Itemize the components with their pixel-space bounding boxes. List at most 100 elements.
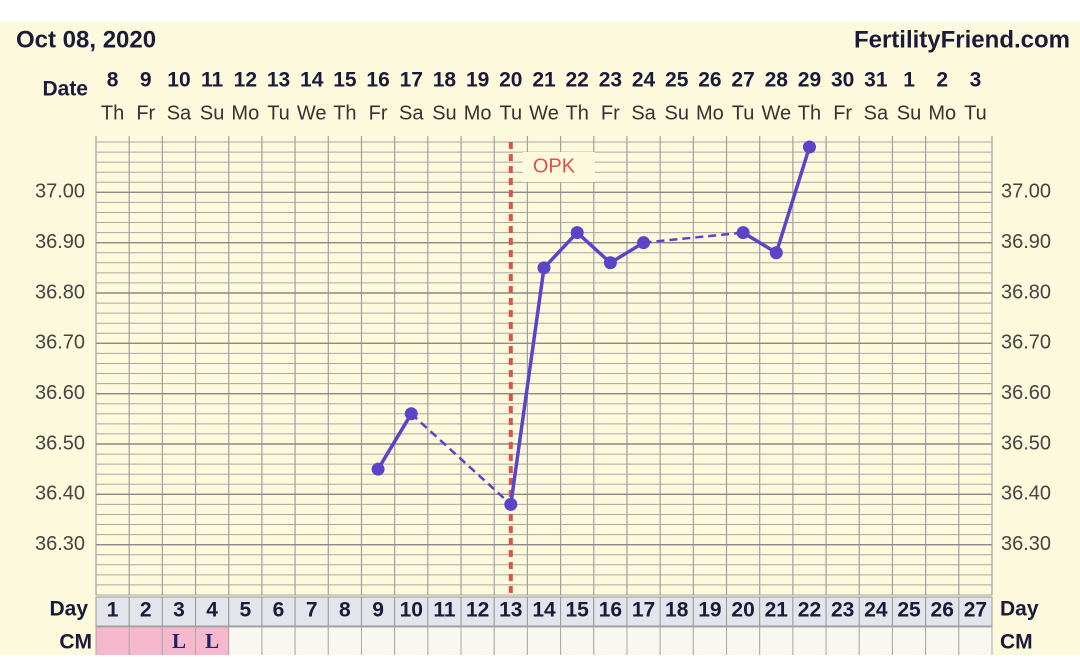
date-label: 20 bbox=[499, 69, 522, 92]
weekday-label: Tu bbox=[732, 102, 755, 124]
day-number: 17 bbox=[632, 599, 655, 622]
weekday-label: Mo bbox=[464, 102, 492, 124]
y-tick-label-right: 36.90 bbox=[1001, 231, 1051, 253]
day-number: 18 bbox=[665, 599, 689, 622]
date-label: 10 bbox=[167, 69, 190, 92]
day-cell bbox=[394, 596, 429, 627]
cm-cell bbox=[858, 626, 893, 658]
date-label: 23 bbox=[599, 69, 622, 92]
date-label: 24 bbox=[632, 69, 656, 92]
chart-title: Oct 08, 2020 bbox=[16, 26, 156, 53]
weekday-label: Sa bbox=[864, 102, 889, 124]
temperature-gap-line bbox=[643, 231, 744, 244]
weekday-label: Th bbox=[566, 102, 589, 124]
cm-cell bbox=[460, 626, 495, 658]
day-cell bbox=[327, 596, 362, 627]
day-number: 10 bbox=[400, 599, 423, 622]
day-number: 16 bbox=[599, 599, 622, 622]
date-label: 16 bbox=[366, 69, 389, 92]
y-tick-label: 37.00 bbox=[35, 181, 85, 203]
day-label-right: Day bbox=[1000, 598, 1039, 621]
day-number: 8 bbox=[339, 599, 351, 622]
day-cell bbox=[161, 596, 197, 627]
date-label: 12 bbox=[234, 69, 257, 92]
day-cell bbox=[692, 596, 728, 627]
annotation-label: OPK bbox=[533, 155, 576, 177]
cm-label: CM bbox=[59, 631, 92, 654]
weekday-label: Th bbox=[333, 102, 356, 124]
day-number: 1 bbox=[107, 599, 119, 622]
day-cell bbox=[759, 596, 794, 627]
temperature-point bbox=[769, 246, 783, 260]
date-label: 27 bbox=[731, 69, 754, 92]
cm-value: L bbox=[172, 629, 186, 653]
cm-cell bbox=[228, 626, 263, 658]
day-cell bbox=[825, 596, 860, 627]
y-tick-label-right: 36.60 bbox=[1001, 382, 1051, 404]
temperature-point bbox=[603, 256, 617, 270]
day-cell bbox=[195, 596, 230, 627]
date-label: 29 bbox=[798, 69, 821, 92]
day-cell bbox=[228, 596, 263, 627]
day-number: 22 bbox=[798, 599, 821, 622]
cm-cell bbox=[128, 626, 163, 658]
weekday-label: Sa bbox=[631, 102, 656, 124]
cm-cell bbox=[95, 626, 130, 658]
weekday-label: Fr bbox=[833, 102, 852, 124]
day-number: 4 bbox=[206, 599, 218, 622]
day-cell bbox=[626, 596, 661, 627]
day-cell bbox=[593, 596, 628, 627]
y-tick-label: 36.70 bbox=[35, 332, 85, 354]
weekday-label: We bbox=[297, 102, 327, 124]
y-tick-label: 36.30 bbox=[35, 533, 85, 555]
date-label: 28 bbox=[765, 69, 789, 92]
day-number: 25 bbox=[897, 599, 921, 622]
day-cell bbox=[726, 596, 761, 627]
weekday-label: Sa bbox=[167, 102, 192, 124]
day-number: 7 bbox=[306, 599, 318, 622]
weekday-label: Th bbox=[798, 102, 821, 124]
y-tick-label: 36.50 bbox=[35, 432, 85, 454]
cm-cell bbox=[659, 626, 694, 658]
date-label: 13 bbox=[267, 69, 290, 92]
date-label: Date bbox=[42, 78, 88, 101]
day-number: 6 bbox=[273, 599, 285, 622]
day-cell bbox=[360, 596, 396, 627]
cm-cell bbox=[958, 626, 993, 658]
y-tick-label: 36.80 bbox=[35, 281, 85, 303]
weekday-label: Su bbox=[200, 102, 224, 124]
date-label: 11 bbox=[201, 69, 224, 92]
y-tick-label: 36.90 bbox=[35, 231, 85, 253]
y-tick-label: 36.60 bbox=[35, 382, 85, 404]
date-label: 25 bbox=[665, 69, 689, 92]
day-number: 9 bbox=[372, 599, 384, 622]
cm-label-right: CM bbox=[1000, 631, 1033, 654]
cm-cell bbox=[825, 626, 860, 658]
weekday-label: Tu bbox=[267, 102, 290, 124]
day-number: 5 bbox=[239, 599, 251, 622]
temperature-point bbox=[736, 226, 750, 240]
day-number: 2 bbox=[140, 599, 152, 622]
date-label: 8 bbox=[107, 69, 119, 92]
cm-cell bbox=[692, 626, 728, 658]
temperature-point bbox=[570, 226, 584, 240]
day-number: 23 bbox=[831, 599, 854, 622]
cm-cell bbox=[593, 626, 628, 658]
y-tick-label-right: 36.30 bbox=[1001, 533, 1051, 555]
cm-cell bbox=[427, 626, 462, 658]
y-tick-label-right: 36.80 bbox=[1001, 281, 1051, 303]
cm-cell bbox=[626, 626, 661, 658]
weekday-label: Tu bbox=[964, 102, 987, 124]
day-cell bbox=[128, 596, 163, 627]
weekday-label: We bbox=[761, 102, 791, 124]
date-label: 21 bbox=[532, 69, 556, 92]
day-cell bbox=[493, 596, 528, 627]
day-number: 13 bbox=[499, 599, 522, 622]
date-label: 22 bbox=[566, 69, 589, 92]
temperature-gap-line bbox=[410, 412, 512, 506]
cm-cell bbox=[327, 626, 362, 658]
annotation-box bbox=[522, 152, 595, 182]
date-label: 18 bbox=[433, 69, 457, 92]
weekday-label: We bbox=[529, 102, 559, 124]
